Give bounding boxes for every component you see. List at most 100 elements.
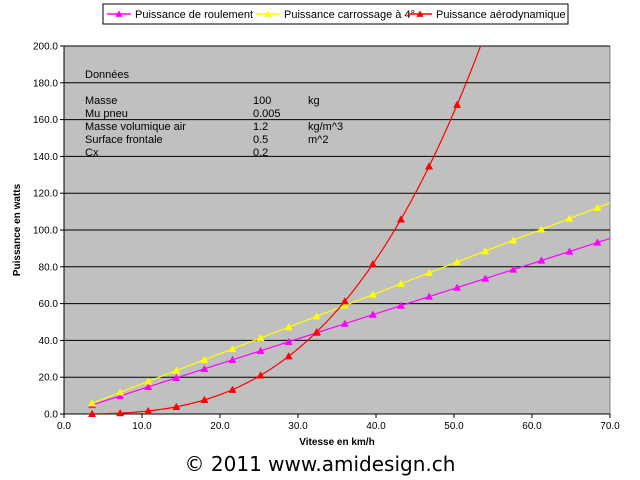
data-point-1 — [116, 391, 125, 400]
data-row-label: Mu pneu — [85, 108, 128, 120]
data-point-3 — [144, 406, 153, 415]
data-point-1 — [200, 364, 209, 373]
legend-label: Puissance de roulement — [135, 9, 253, 21]
data-point-2 — [172, 366, 181, 374]
data-point-2 — [88, 399, 97, 407]
x-tick-label: 50.0 — [444, 421, 464, 432]
data-point-1 — [565, 247, 574, 255]
data-row-unit: kg — [308, 95, 320, 107]
data-point-2 — [340, 301, 349, 309]
data-box-heading: Données — [85, 69, 130, 81]
data-point-3 — [88, 409, 97, 418]
y-tick-label: 200.0 — [33, 42, 58, 53]
data-point-1 — [340, 319, 349, 327]
axes — [63, 46, 610, 415]
y-tick-label: 80.0 — [39, 262, 59, 273]
data-row-value: 0.005 — [253, 108, 281, 120]
data-point-3 — [200, 395, 209, 403]
data-point-1 — [144, 382, 153, 391]
data-point-1 — [368, 310, 377, 318]
series-line-2 — [91, 202, 610, 404]
data-point-1 — [256, 346, 265, 355]
data-point-2 — [200, 355, 209, 363]
data-point-3 — [116, 408, 125, 417]
data-point-1 — [228, 355, 237, 364]
series-line-1 — [91, 237, 610, 406]
data-point-1 — [396, 301, 405, 309]
data-row-value: 0.2 — [253, 147, 268, 159]
data-point-3 — [256, 371, 265, 379]
data-row-label: Masse — [85, 95, 117, 107]
legend-label: Puissance aérodynamique — [436, 9, 566, 21]
y-tick-label: 20.0 — [39, 373, 59, 384]
data-row-label: Surface frontale — [85, 134, 163, 146]
y-tick-label: 160.0 — [33, 115, 58, 126]
legend-items: Puissance de roulement Puissance carrossa… — [107, 9, 566, 21]
y-tick-label: 120.0 — [33, 189, 58, 200]
legend-marker — [264, 10, 272, 17]
x-tick-label: 30.0 — [288, 421, 308, 432]
data-point-2 — [565, 214, 574, 222]
data-point-1 — [453, 283, 462, 291]
data-point-3 — [453, 100, 462, 108]
data-row-unit: m^2 — [308, 134, 328, 146]
x-tick-label: 70.0 — [600, 421, 620, 432]
x-tick-label: 40.0 — [366, 421, 386, 432]
data-point-2 — [537, 225, 546, 233]
data-point-2 — [396, 279, 405, 287]
data-row-value: 0.5 — [253, 134, 268, 146]
data-point-1 — [284, 337, 293, 346]
data-point-2 — [368, 290, 377, 298]
data-point-2 — [593, 203, 602, 211]
markers-layer — [88, 100, 602, 418]
data-point-3 — [396, 215, 405, 223]
data-point-2 — [509, 236, 518, 244]
data-row-value: 1.2 — [253, 121, 268, 133]
y-tick-label: 40.0 — [39, 336, 59, 347]
data-row-label: Masse volumique air — [85, 121, 186, 133]
legend-marker — [416, 10, 424, 17]
data-point-1 — [425, 292, 434, 300]
data-point-2 — [481, 247, 490, 255]
data-point-1 — [509, 265, 518, 273]
legend-label: Puissance carrossage à 4° — [284, 9, 415, 21]
y-tick-label: 180.0 — [33, 78, 58, 89]
y-tick-label: 140.0 — [33, 152, 58, 163]
gridlines — [60, 45, 611, 418]
y-tick-label: 100.0 — [33, 226, 58, 237]
data-point-1 — [481, 274, 490, 282]
data-row-value: 100 — [253, 95, 271, 107]
data-point-3 — [340, 297, 349, 305]
data-point-2 — [116, 388, 125, 396]
y-tick-label: 0.0 — [44, 410, 58, 421]
data-point-2 — [228, 344, 237, 352]
x-tick-label: 0.0 — [57, 421, 71, 432]
data-point-2 — [284, 323, 293, 331]
y-axis-title: Puissance en watts — [12, 183, 23, 276]
data-point-2 — [425, 268, 434, 277]
data-point-2 — [453, 257, 462, 266]
legend: Puissance de roulement Puissance carrossa… — [102, 3, 569, 25]
data-point-3 — [368, 259, 377, 268]
power-chart: Puissance de roulement Puissance carrossa… — [12, 3, 620, 448]
data-point-1 — [593, 238, 602, 246]
x-tick-label: 20.0 — [210, 421, 230, 432]
x-tick-label: 10.0 — [132, 421, 152, 432]
copyright-footer: © 2011 www.amidesign.ch — [184, 452, 456, 476]
data-point-2 — [144, 377, 153, 385]
data-point-3 — [228, 385, 237, 393]
data-point-2 — [256, 333, 265, 342]
data-point-1 — [172, 373, 181, 382]
data-point-1 — [537, 256, 546, 264]
data-row-unit: kg/m^3 — [308, 121, 343, 133]
x-tick-label: 60.0 — [522, 421, 542, 432]
y-tick-label: 60.0 — [39, 299, 59, 310]
y-tick-labels: 0.0 20.0 40.0 60.0 80.0 100.0 120.0 140.0 160.0 1… — [33, 42, 58, 421]
x-axis-title: Vitesse en km/h — [299, 437, 374, 448]
data-point-3 — [312, 327, 321, 336]
data-point-3 — [284, 352, 293, 360]
data-box: Données Masse 100 kg Mu pneu 0.005 Masse… — [85, 69, 343, 159]
legend-box — [102, 3, 569, 25]
legend-marker — [115, 10, 123, 17]
x-tick-labels: 0.0 10.0 20.0 30.0 40.0 50.0 60.0 70.0 — [57, 421, 620, 432]
